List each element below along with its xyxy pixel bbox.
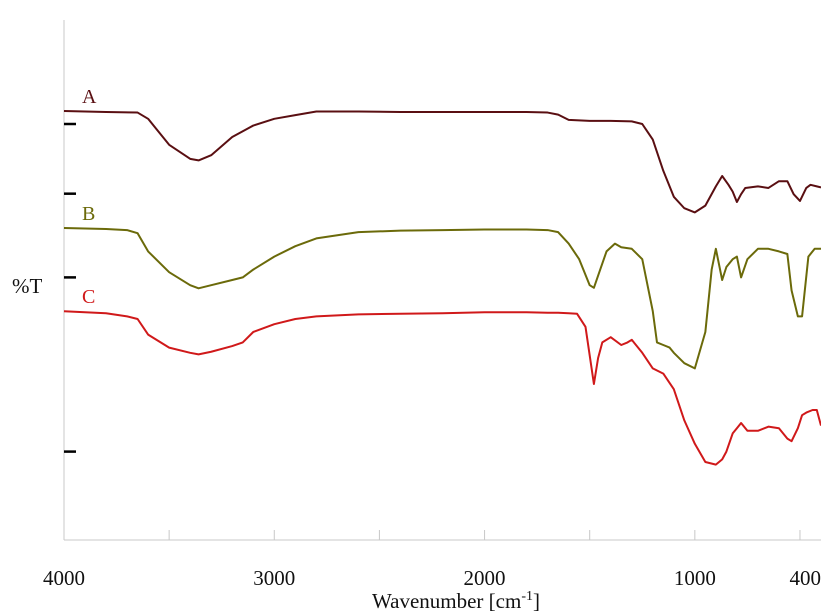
x-tick-label: 400 bbox=[790, 566, 821, 590]
axes: 4000 3000 2000 1000 400 bbox=[43, 20, 821, 590]
series-label-a: A bbox=[82, 86, 97, 108]
series-line-b bbox=[63, 227, 821, 370]
series-layer bbox=[63, 110, 821, 466]
x-axis-label-main: Wavenumber [cm bbox=[372, 589, 521, 613]
series-label-c: C bbox=[82, 286, 95, 308]
x-tick-label: 4000 bbox=[43, 566, 85, 590]
labels-layer: %T Wavenumber [cm-1] A B C bbox=[12, 86, 540, 613]
series-label-b: B bbox=[82, 203, 95, 225]
x-axis-label-suffix: ] bbox=[533, 589, 540, 613]
x-tick-label: 2000 bbox=[464, 566, 506, 590]
series-line-c bbox=[63, 310, 821, 466]
y-axis-label: %T bbox=[12, 274, 42, 298]
x-tick-label: 3000 bbox=[253, 566, 295, 590]
x-axis-label-superscript: -1 bbox=[521, 589, 533, 604]
x-axis-label: Wavenumber [cm-1] bbox=[372, 589, 540, 613]
series-line-a bbox=[63, 110, 821, 214]
x-tick-label: 1000 bbox=[674, 566, 716, 590]
